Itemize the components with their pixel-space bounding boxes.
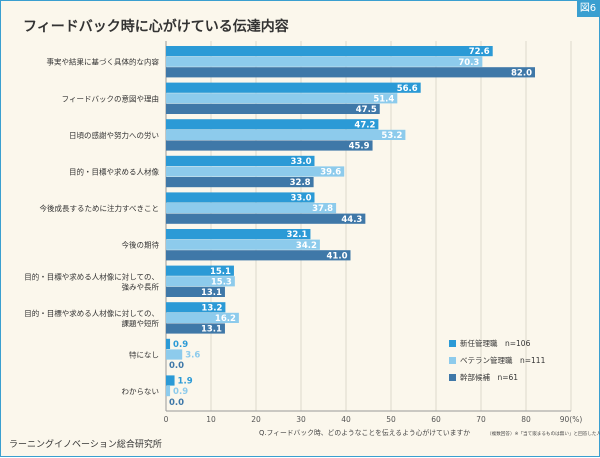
bar-value-label: 15.3 — [211, 277, 232, 287]
legend-swatch — [449, 357, 456, 364]
x-tick-label: 80 — [521, 415, 531, 424]
x-tick-label: 90(%) — [560, 415, 583, 424]
bar-value-label: 72.6 — [469, 47, 490, 57]
bar — [166, 46, 493, 57]
bar-value-label: 56.6 — [397, 84, 418, 94]
category-label: 目的・目標や求める人材像 — [69, 167, 159, 177]
x-tick-label: 0 — [164, 415, 169, 424]
bar-value-label: 13.1 — [201, 325, 222, 335]
category-label: 今後成長するために注力すべきこと — [40, 203, 159, 213]
bar — [166, 129, 406, 140]
bar — [166, 203, 337, 214]
bar — [166, 155, 315, 166]
bar-value-label: 37.8 — [312, 204, 333, 214]
bar-value-label: 16.2 — [215, 314, 236, 324]
category-label: 特になし — [129, 350, 159, 360]
bar — [166, 349, 183, 360]
bar-value-label: 0.9 — [173, 387, 188, 397]
bar-value-label: 13.2 — [201, 303, 222, 313]
figure-badge: 図6 — [577, 1, 599, 17]
bar — [166, 177, 314, 188]
legend-entry: 新任管理職 n=106 — [460, 338, 531, 348]
bar-value-label: 51.4 — [373, 94, 394, 104]
bar-value-label: 3.6 — [185, 351, 200, 361]
bar — [166, 286, 225, 297]
bar-value-label: 32.1 — [286, 230, 307, 240]
x-tick-label: 60 — [431, 415, 441, 424]
bar-value-label: 33.0 — [291, 194, 312, 204]
bar — [166, 166, 345, 177]
bar-value-label: 0.9 — [173, 340, 188, 350]
x-tick-label: 20 — [251, 415, 261, 424]
bar — [166, 140, 373, 151]
bar-value-label: 15.1 — [210, 267, 231, 277]
bar — [166, 56, 483, 67]
bar — [166, 323, 225, 334]
x-tick-label: 50 — [386, 415, 396, 424]
source-credit: ラーニングイノベーション総合研究所 — [9, 440, 162, 450]
bar — [166, 192, 315, 203]
category-label: 事実や結果に基づく具体的な内容 — [47, 57, 160, 67]
bar-value-label: 1.9 — [178, 377, 193, 387]
x-tick-label: 10 — [206, 415, 216, 424]
x-tick-label: 70 — [476, 415, 486, 424]
x-axis-note: Q.フィードバック時、どのようなことを伝えるよう心がけていますか — [259, 428, 470, 437]
bar — [166, 386, 171, 397]
bar-value-label: 44.3 — [341, 215, 362, 225]
bar — [166, 67, 535, 78]
bar — [166, 265, 234, 276]
bar-value-label: 47.2 — [354, 120, 375, 130]
chart-title: フィードバック時に心がけている伝達内容 — [23, 19, 289, 35]
bar — [166, 375, 175, 386]
category-label: フィードバックの意図や理由 — [62, 93, 159, 103]
legend-swatch — [449, 374, 456, 381]
x-tick-label: 40 — [341, 415, 351, 424]
bar-value-label: 53.2 — [381, 131, 402, 141]
legend-entry: ベテラン管理職 n=111 — [460, 355, 546, 365]
bar — [166, 93, 398, 104]
category-label: 目的・目標や求める人材像に対しての、課題や短所 — [24, 308, 159, 328]
legend-entry: 幹部候補 n=61 — [460, 372, 518, 382]
bar — [166, 276, 235, 287]
bar-value-label: 39.6 — [320, 168, 341, 178]
bar-value-label: 33.0 — [291, 157, 312, 167]
bar — [166, 312, 239, 323]
category-label: 今後の期待 — [122, 240, 160, 250]
category-label: 目的・目標や求める人材像に対しての、強みや長所 — [24, 271, 159, 291]
x-axis-note-sub: （複数回答）※「当て嵌まるものは無い」と回答した人は除く — [487, 430, 600, 437]
bar-value-label: 45.9 — [349, 142, 370, 152]
bar-value-label: 82.0 — [511, 68, 532, 78]
bar — [166, 302, 226, 313]
x-tick-label: 30 — [296, 415, 306, 424]
bar — [166, 338, 171, 349]
bar — [166, 213, 366, 224]
bar-value-label: 13.1 — [201, 288, 222, 298]
legend-swatch — [449, 340, 456, 347]
category-label: わからない — [122, 387, 160, 396]
bar-value-label: 70.3 — [458, 58, 479, 68]
bar — [166, 229, 311, 240]
bar-value-label: 34.2 — [296, 241, 317, 251]
bar-value-label: 41.0 — [327, 251, 348, 261]
category-label: 日頃の感謝や努力への労い — [69, 130, 159, 140]
bar-value-label: 0.0 — [169, 361, 184, 371]
bar-value-label: 32.8 — [290, 178, 311, 188]
bar-value-label: 0.0 — [169, 398, 184, 408]
bar — [166, 250, 351, 261]
bar — [166, 239, 320, 250]
bar — [166, 119, 379, 130]
bar — [166, 103, 380, 114]
bar-value-label: 47.5 — [356, 105, 377, 115]
bar — [166, 82, 421, 93]
